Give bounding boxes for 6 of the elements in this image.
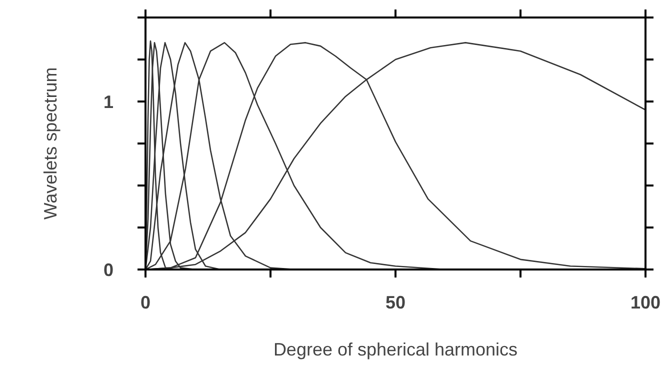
x-axis-title: Degree of spherical harmonics [273,340,518,360]
y-tick-label: 1 [103,92,114,112]
y-axis-title: Wavelets spectrum [40,67,60,220]
x-tick-label: 100 [630,292,661,312]
x-tick-label: 50 [385,292,406,312]
x-tick-label: 0 [140,292,151,312]
